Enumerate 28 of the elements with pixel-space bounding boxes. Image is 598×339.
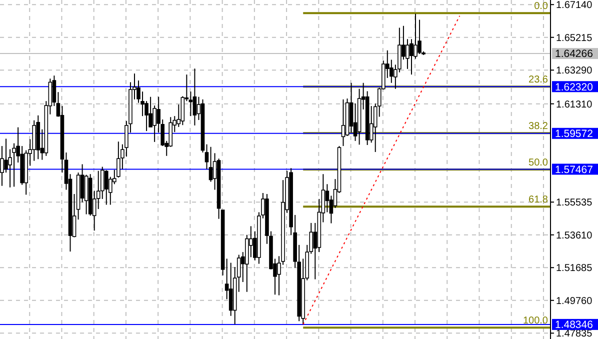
candlestick xyxy=(208,146,213,182)
candlestick xyxy=(188,91,193,117)
candlestick xyxy=(228,262,233,316)
candlestick xyxy=(12,142,16,188)
candlestick xyxy=(104,170,108,206)
ref-line-label: 1.57467 xyxy=(555,164,594,176)
candlestick xyxy=(341,98,346,147)
y-tick-label: 1.65215 xyxy=(556,32,593,44)
annotation: 38.2 xyxy=(528,121,548,132)
annotation: 0.0 xyxy=(534,1,548,12)
annotation: 61.8 xyxy=(528,194,548,206)
ref-line-label: 1.48346 xyxy=(555,319,594,332)
candlestick xyxy=(349,82,354,134)
annotation: 50.0 xyxy=(528,158,548,169)
y-tick-label: 1.53610 xyxy=(556,230,593,242)
ref-line-label: 1.64266 xyxy=(555,48,594,60)
y-tick-label: 1.67140 xyxy=(556,0,593,12)
annotation: 23.6 xyxy=(528,74,548,86)
y-tick-label: 1.61310 xyxy=(556,99,593,110)
ref-line-label: 1.62320 xyxy=(555,81,594,94)
ref-line-label: 1.59572 xyxy=(555,128,594,140)
y-tick-label: 1.49760 xyxy=(556,296,593,307)
annotation: 100.0 xyxy=(522,316,548,327)
y-tick-label: 1.51685 xyxy=(556,263,593,274)
candlestick xyxy=(192,68,197,126)
y-tick-label: 1.47835 xyxy=(556,328,593,339)
y-tick-label: 1.63290 xyxy=(556,66,593,77)
y-tick-label: 1.55535 xyxy=(556,198,593,209)
